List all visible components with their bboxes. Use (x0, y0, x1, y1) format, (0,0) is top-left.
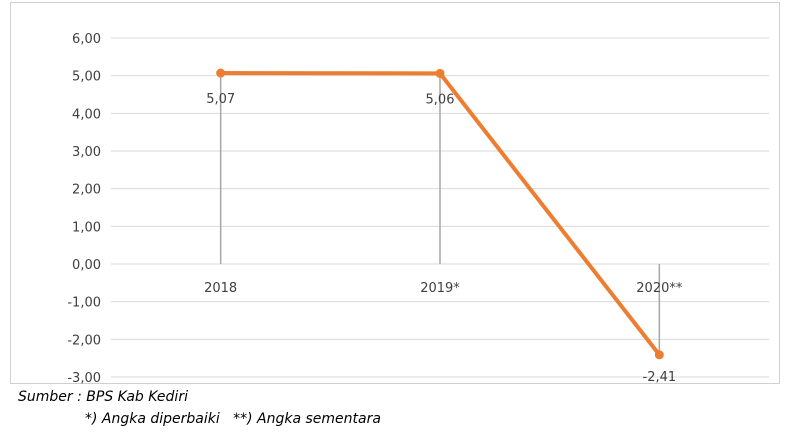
data-points (216, 68, 664, 360)
y-tick-label: 4,00 (72, 107, 101, 122)
y-tick-label: -3,00 (67, 371, 101, 385)
y-tick-label: 0,00 (72, 258, 101, 273)
data-point (654, 350, 664, 360)
chart-area: 6,00 5,00 4,00 3,00 2,00 1,00 0,00 -1,00 -2,00 -3… (10, 2, 780, 385)
line-chart: 6,00 5,00 4,00 3,00 2,00 1,00 0,00 -1,00 -2,00 -3… (67, 32, 769, 385)
y-axis-ticks: 6,00 5,00 4,00 3,00 2,00 1,00 0,00 -1,00 -2,00 -3… (67, 32, 101, 385)
y-tick-label: 2,00 (72, 183, 101, 198)
category-label: 2020** (636, 281, 683, 296)
category-label: 2018 (204, 281, 237, 296)
data-point (435, 68, 445, 78)
y-tick-label: -1,00 (67, 296, 101, 311)
y-tick-label: 5,00 (72, 70, 101, 85)
source-note: Sumber : BPS Kab Kediri (18, 389, 188, 405)
data-label: -2,41 (643, 370, 677, 385)
y-tick-label: 1,00 (72, 220, 101, 235)
y-tick-label: -2,00 (67, 333, 101, 348)
category-label: 2019* (420, 281, 460, 296)
data-label: 5,07 (206, 92, 235, 107)
y-tick-label: 6,00 (72, 32, 101, 47)
data-point (216, 68, 226, 78)
footnote: *) Angka diperbaiki **) Angka sementara (85, 411, 381, 427)
drop-lines (219, 73, 661, 355)
category-labels: 2018 2019* 2020** (204, 281, 683, 296)
data-label: 5,06 (426, 92, 455, 107)
data-labels: 5,07 5,06 -2,41 (206, 92, 676, 385)
y-tick-label: 3,00 (72, 145, 101, 160)
